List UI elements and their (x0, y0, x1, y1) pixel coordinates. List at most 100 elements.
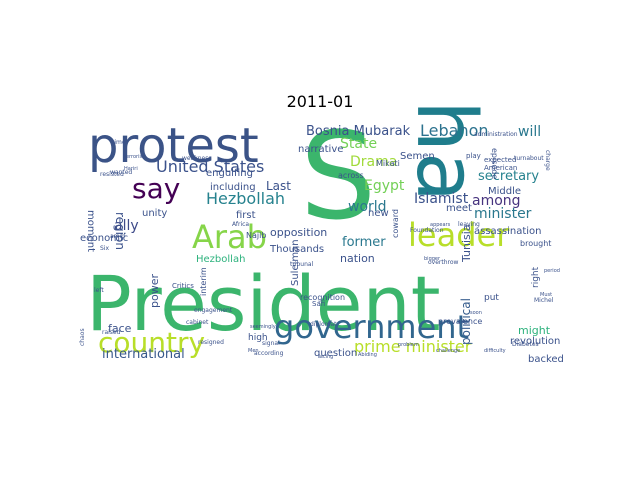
cloud-word: challenge (436, 348, 460, 354)
cloud-word: bigger (424, 256, 441, 262)
cloud-word: high (248, 333, 268, 343)
cloud-word: overthrow (428, 259, 459, 266)
cloud-word: tribunal (290, 261, 314, 268)
cloud-word: government (274, 308, 469, 346)
cloud-word: administration (474, 131, 518, 138)
cloud-word: wanted (110, 169, 132, 176)
cloud-word: State (340, 136, 377, 152)
cloud-word: Michel (534, 297, 554, 304)
cloud-word: leaving (458, 221, 480, 228)
cloud-word: secretary (478, 169, 539, 184)
cloud-word: Arab (192, 218, 267, 256)
cloud-word: charge (544, 150, 551, 171)
cloud-word: Drama (350, 154, 397, 170)
cloud-word: problem (398, 342, 419, 348)
cloud-word: ally (114, 218, 139, 234)
cloud-word: Hariri (124, 166, 138, 172)
cloud-word: chaos (79, 328, 86, 346)
cloud-word: former (342, 235, 386, 250)
cloud-word: ha (398, 100, 493, 202)
cloud-word: resigned (198, 339, 224, 346)
cloud-word: difficulty (484, 348, 506, 354)
cloud-word: raised (102, 329, 121, 336)
cloud-word: Thousands (269, 244, 324, 255)
cloud-word: signal (262, 340, 280, 347)
cloud-word: narrative (298, 144, 343, 155)
cloud-word: country (98, 326, 205, 359)
cloud-word: President (86, 259, 441, 348)
cloud-word: Lebanon (420, 121, 489, 140)
cloud-word: American (484, 164, 517, 172)
cloud-word: revolution (510, 336, 560, 347)
cloud-word: cabinet (186, 319, 209, 326)
cloud-word: Must (540, 292, 552, 298)
cloud-word: put (484, 293, 499, 303)
cloud-word: right (531, 266, 541, 288)
cloud-word: Bosnia Mubarak (306, 124, 411, 139)
cloud-word: S (300, 108, 376, 247)
cloud-word: across (338, 171, 364, 180)
cloud-word: will (518, 124, 541, 140)
cloud-word: prime minister (354, 337, 472, 356)
cloud-word: say (132, 172, 180, 205)
cloud-word: play (466, 152, 481, 160)
cloud-word: meet (446, 203, 472, 214)
cloud-word: Najib (246, 231, 266, 240)
figure-title: 2011-01 (286, 92, 354, 111)
cloud-word: expected (484, 156, 516, 164)
cloud-word: among (472, 193, 521, 209)
cloud-word: including (210, 182, 256, 193)
cloud-word: Abiding (358, 352, 377, 358)
cloud-word: might (518, 324, 551, 337)
cloud-word: Semen (400, 151, 435, 162)
cloud-word: period (544, 268, 560, 274)
cloud-word: question (314, 348, 357, 359)
cloud-word: economic (80, 233, 128, 244)
cloud-word: political (459, 298, 473, 345)
cloud-background (81, 117, 560, 364)
cloud-word: recognition (300, 293, 345, 302)
cloud-word: diplomat (310, 321, 337, 328)
cloud-word: time (112, 139, 126, 146)
cloud-word: face (108, 322, 132, 335)
cloud-word: turnabout (514, 155, 544, 162)
cloud-word: Middle (488, 186, 521, 197)
cloud-word: first (236, 210, 256, 221)
cloud-word: backed (528, 354, 564, 365)
cloud-word: Men (248, 348, 259, 354)
cloud-word: world (348, 199, 387, 215)
cloud-word: international (102, 347, 185, 362)
cloud-word: Tunisia (460, 224, 473, 263)
cloud-word: United States (156, 157, 264, 176)
cloud-word: engulfing (206, 168, 253, 179)
cloud-word: according (254, 350, 284, 357)
cloud-word: Hezbollah (196, 254, 245, 265)
cloud-word: engagement (194, 307, 233, 314)
cloud-word: Mikati (376, 159, 400, 168)
cloud-word: Hezbollah (206, 189, 285, 208)
cloud-word: amid (110, 233, 125, 240)
cloud-word: episode (490, 148, 499, 179)
cloud-word: Suleiman (290, 239, 301, 286)
cloud-word: Six (100, 245, 109, 252)
cloud-word: minister (474, 206, 532, 222)
cloud-word: new (368, 208, 389, 219)
cloud-word: seemingly (250, 324, 276, 330)
cloud-word: Diabetes (512, 341, 539, 348)
cloud-word: weakness (182, 155, 212, 162)
cloud-word: nation (340, 252, 375, 265)
cloud-word: moment (85, 210, 96, 252)
cloud-word: unity (142, 208, 167, 219)
cloud-word: terrorist (124, 154, 144, 160)
cloud-word: opposition (270, 226, 327, 239)
cloud-word: coward (391, 209, 400, 238)
cloud-word: leader (408, 216, 510, 254)
cloud-word: assassination (474, 226, 542, 237)
cloud-word: interim (199, 267, 208, 296)
cloud-word: facing (318, 354, 333, 360)
cloud-word: Safi (312, 300, 325, 308)
cloud-word: soon (470, 310, 482, 316)
cloud-word: Foundation (410, 227, 444, 234)
